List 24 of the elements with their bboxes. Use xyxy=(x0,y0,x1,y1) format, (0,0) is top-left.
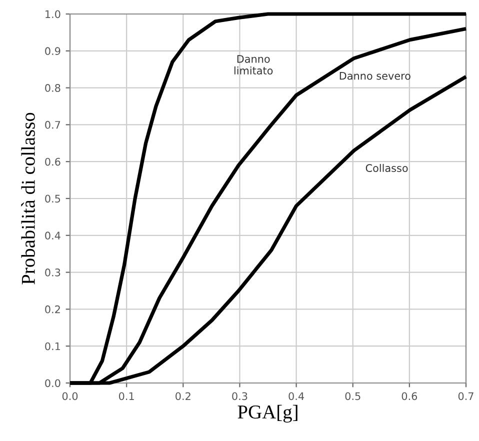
x-tick-label: 0.0 xyxy=(62,392,78,400)
annotation: Danno severo xyxy=(340,72,410,80)
x-tick-label: 0.5 xyxy=(345,392,360,400)
annotation: Collasso xyxy=(366,164,408,172)
x-tick-label: 0.7 xyxy=(458,392,474,400)
y-tick-label: 0.2 xyxy=(45,305,60,314)
x-tick-label: 0.1 xyxy=(118,392,134,400)
y-tick-label: 1.0 xyxy=(46,10,60,18)
x-tick-label: 0.6 xyxy=(402,392,418,400)
y-tick-label: 0.8 xyxy=(45,84,60,92)
x-tick-label: 0.3 xyxy=(232,392,248,400)
x-tick-label: 0.4 xyxy=(288,392,304,400)
y-axis-title: Probabilità di collasso xyxy=(21,112,35,284)
x-axis-title: PGA[g] xyxy=(238,404,298,423)
y-tick-label: 0.9 xyxy=(45,47,60,56)
y-tick-label: 0.4 xyxy=(45,232,60,240)
y-tick-label: 0.1 xyxy=(45,342,60,350)
y-tick-label: 0.3 xyxy=(45,268,60,276)
y-tick-label: 0.5 xyxy=(45,194,60,203)
y-tick-label: 0.7 xyxy=(45,120,60,129)
annotation: Danno limitato xyxy=(234,55,273,75)
x-tick-label: 0.2 xyxy=(176,392,190,400)
y-tick-label: 0.0 xyxy=(45,379,60,388)
y-tick-label: 0.6 xyxy=(45,158,60,166)
